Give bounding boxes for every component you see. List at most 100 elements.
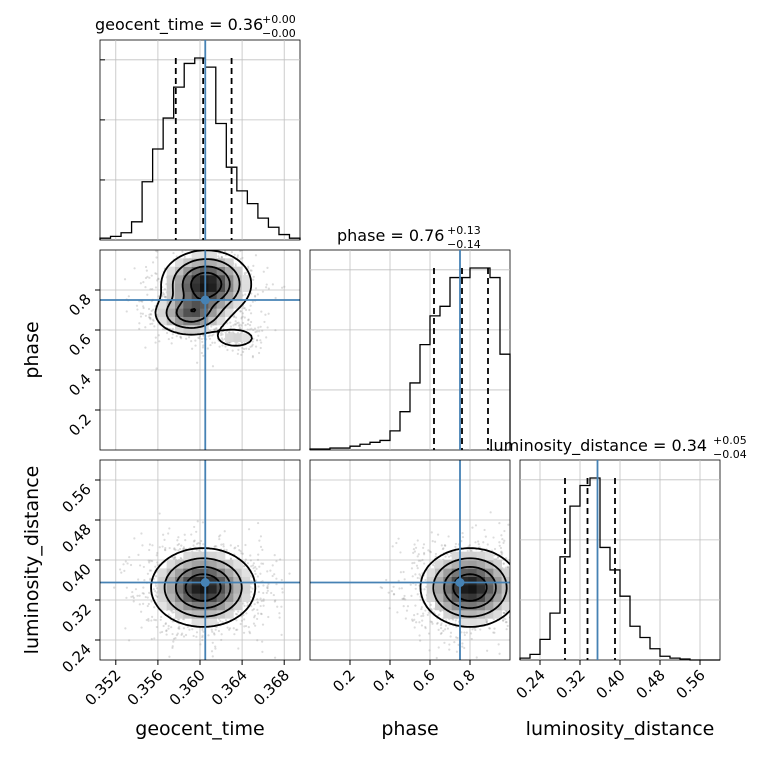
density-cell-geocent-time-vs-phase-11-14 (191, 325, 201, 334)
sample-point-phase-vs-luminosity-distance-1351 (439, 627, 443, 630)
sample-point-geocent-time-vs-luminosity-distance-959 (195, 542, 199, 545)
hist-frame-phase (309, 249, 511, 451)
sample-point-geocent-time-vs-luminosity-distance-1291 (234, 546, 237, 549)
sample-point-geocent-time-vs-phase-517 (158, 340, 161, 343)
sample-point-geocent-time-vs-luminosity-distance-212 (178, 627, 181, 630)
density-cell-phase-vs-luminosity-distance-16-9 (443, 576, 452, 586)
sample-point-geocent-time-vs-luminosity-distance-937 (251, 564, 255, 567)
sample-point-phase-vs-luminosity-distance-1226 (512, 560, 514, 562)
sample-point-phase-vs-luminosity-distance-757 (442, 547, 445, 550)
sample-point-geocent-time-vs-luminosity-distance-872 (153, 618, 156, 622)
sample-point-geocent-time-vs-luminosity-distance-491 (156, 551, 159, 555)
sample-point-geocent-time-vs-phase-1370 (212, 333, 215, 336)
sample-point-geocent-time-vs-luminosity-distance-234 (273, 600, 276, 603)
density-cell-geocent-time-vs-phase-13-17 (208, 300, 217, 309)
sample-point-phase-vs-luminosity-distance-1394 (447, 535, 450, 538)
sample-point-phase-vs-luminosity-distance-277 (503, 611, 506, 615)
sample-point-geocent-time-vs-luminosity-distance-948 (139, 564, 142, 567)
sample-point-phase-vs-luminosity-distance-1261 (412, 548, 416, 551)
density-cell-geocent-time-vs-phase-15-13 (225, 333, 234, 342)
sample-point-phase-vs-luminosity-distance-872 (397, 579, 400, 582)
sample-point-geocent-time-vs-phase-791 (161, 291, 165, 294)
sample-point-phase-vs-luminosity-distance-766 (503, 539, 506, 542)
density-cell-phase-vs-luminosity-distance-19-12 (468, 551, 477, 561)
sample-point-phase-vs-luminosity-distance-1312 (471, 526, 474, 529)
sample-point-phase-vs-luminosity-distance-349 (513, 543, 515, 545)
sample-point-geocent-time-vs-luminosity-distance-662 (180, 633, 183, 637)
sample-point-geocent-time-vs-luminosity-distance-119 (141, 544, 144, 547)
sample-point-phase-vs-luminosity-distance-643 (513, 579, 515, 581)
joint-panel-geocent-time-vs-phase (99, 245, 301, 451)
sample-point-geocent-time-vs-luminosity-distance-1354 (172, 637, 176, 640)
sample-point-phase-vs-luminosity-distance-674 (430, 620, 434, 624)
sample-point-phase-vs-luminosity-distance-346 (456, 636, 459, 640)
sample-point-geocent-time-vs-phase-1192 (179, 335, 182, 339)
sample-point-geocent-time-vs-phase-604 (247, 267, 250, 270)
sample-point-geocent-time-vs-phase-774 (167, 337, 170, 341)
sample-point-phase-vs-luminosity-distance-1279 (442, 629, 445, 632)
sample-point-geocent-time-vs-luminosity-distance-791 (259, 535, 263, 538)
sample-point-phase-vs-luminosity-distance-1345 (474, 524, 478, 527)
tick-label-x-luminosity-distance-3: 0.48 (632, 666, 668, 702)
sample-point-phase-vs-luminosity-distance-848 (380, 586, 384, 590)
density-cell-geocent-time-vs-phase-11-23 (191, 250, 201, 259)
sample-point-geocent-time-vs-phase-1013 (202, 354, 205, 357)
joint-panel-phase-vs-luminosity-distance (309, 459, 515, 661)
sample-point-phase-vs-luminosity-distance-930 (413, 550, 417, 553)
sample-point-geocent-time-vs-phase-1392 (254, 254, 258, 257)
sample-point-geocent-time-vs-phase-171 (157, 295, 160, 298)
density-cell-phase-vs-luminosity-distance-19-7 (468, 593, 477, 602)
sample-point-geocent-time-vs-luminosity-distance-43 (244, 624, 248, 628)
sample-point-geocent-time-vs-luminosity-distance-210 (156, 595, 159, 598)
sample-point-geocent-time-vs-luminosity-distance-1301 (178, 618, 181, 621)
density-cell-geocent-time-vs-luminosity-distance-12-12 (200, 551, 209, 561)
sample-point-phase-vs-luminosity-distance-879 (489, 511, 492, 514)
sample-point-geocent-time-vs-phase-203 (241, 315, 244, 318)
sample-point-geocent-time-vs-luminosity-distance-536 (275, 577, 278, 580)
sample-point-geocent-time-vs-phase-445 (224, 331, 227, 334)
sample-point-phase-vs-luminosity-distance-138 (500, 534, 503, 537)
sample-point-phase-vs-luminosity-distance-170 (424, 578, 427, 582)
sample-point-phase-vs-luminosity-distance-542 (463, 631, 466, 634)
sample-point-geocent-time-vs-phase-193 (232, 324, 235, 327)
density-cell-geocent-time-vs-luminosity-distance-13-12 (208, 551, 217, 561)
tick-label-x-luminosity-distance-0: 0.24 (512, 666, 548, 702)
sample-point-geocent-time-vs-luminosity-distance-1030 (132, 600, 135, 603)
density-cell-geocent-time-vs-phase-17-19 (241, 283, 251, 292)
sample-point-geocent-time-vs-phase-415 (144, 326, 147, 329)
density-cell-phase-vs-luminosity-distance-19-10 (468, 568, 477, 577)
sample-point-geocent-time-vs-phase-510 (208, 329, 212, 332)
sample-point-geocent-time-vs-luminosity-distance-187 (182, 546, 185, 549)
density-cell-geocent-time-vs-luminosity-distance-16-9 (233, 576, 242, 586)
sample-point-geocent-time-vs-phase-3 (239, 257, 242, 261)
sample-point-geocent-time-vs-luminosity-distance-198 (247, 528, 251, 531)
sample-point-geocent-time-vs-luminosity-distance-93 (213, 545, 216, 548)
sample-point-geocent-time-vs-phase-969 (146, 275, 149, 278)
sample-point-geocent-time-vs-luminosity-distance-362 (201, 636, 204, 639)
sample-point-geocent-time-vs-phase-309 (244, 308, 248, 311)
sample-point-geocent-time-vs-phase-940 (245, 271, 248, 274)
sample-point-geocent-time-vs-luminosity-distance-955 (236, 613, 239, 616)
sample-point-phase-vs-luminosity-distance-499 (431, 563, 435, 566)
sample-point-phase-vs-luminosity-distance-958 (506, 566, 510, 569)
sample-point-geocent-time-vs-luminosity-distance-183 (237, 610, 240, 613)
sample-point-phase-vs-luminosity-distance-169 (511, 563, 513, 565)
sample-point-geocent-time-vs-phase-521 (246, 328, 249, 331)
sample-point-geocent-time-vs-luminosity-distance-690 (148, 569, 152, 572)
sample-point-geocent-time-vs-phase-4 (221, 339, 224, 342)
sample-point-geocent-time-vs-phase-77 (196, 361, 199, 364)
sample-point-geocent-time-vs-luminosity-distance-692 (258, 539, 261, 542)
sample-point-geocent-time-vs-luminosity-distance-891 (248, 632, 252, 635)
density-cell-geocent-time-vs-phase-15-18 (225, 291, 234, 301)
sample-point-phase-vs-luminosity-distance-1036 (471, 628, 474, 631)
sample-point-geocent-time-vs-luminosity-distance-484 (244, 543, 247, 547)
sample-point-phase-vs-luminosity-distance-1108 (395, 541, 398, 545)
sample-point-geocent-time-vs-phase-772 (245, 245, 247, 247)
sample-point-geocent-time-vs-phase-1069 (267, 287, 270, 290)
density-cell-geocent-time-vs-luminosity-distance-9-5 (175, 610, 184, 619)
sample-point-geocent-time-vs-luminosity-distance-836 (131, 590, 134, 594)
density-cell-geocent-time-vs-phase-7-17 (158, 300, 167, 309)
sample-point-geocent-time-vs-phase-78 (138, 327, 141, 331)
sample-point-geocent-time-vs-phase-1351 (236, 322, 239, 325)
sample-point-geocent-time-vs-luminosity-distance-947 (223, 530, 226, 533)
